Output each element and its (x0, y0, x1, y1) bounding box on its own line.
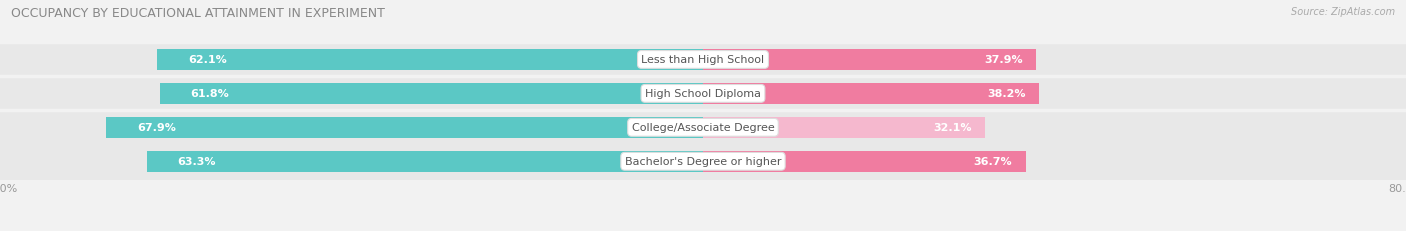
FancyBboxPatch shape (0, 0, 1406, 190)
Text: 62.1%: 62.1% (188, 55, 226, 65)
Legend: Owner-occupied, Renter-occupied: Owner-occupied, Renter-occupied (586, 228, 820, 231)
Text: 63.3%: 63.3% (177, 157, 217, 167)
FancyBboxPatch shape (0, 65, 1406, 231)
Text: Less than High School: Less than High School (641, 55, 765, 65)
Text: 32.1%: 32.1% (934, 123, 972, 133)
Bar (703, 50, 1036, 71)
Bar (160, 83, 703, 104)
Text: OCCUPANCY BY EDUCATIONAL ATTAINMENT IN EXPERIMENT: OCCUPANCY BY EDUCATIONAL ATTAINMENT IN E… (11, 7, 385, 20)
Bar (703, 117, 986, 138)
Text: 37.9%: 37.9% (984, 55, 1024, 65)
Bar (157, 50, 703, 71)
Bar (703, 151, 1025, 172)
Text: 61.8%: 61.8% (191, 89, 229, 99)
FancyBboxPatch shape (0, 0, 1406, 157)
Text: 38.2%: 38.2% (987, 89, 1025, 99)
Bar (107, 117, 703, 138)
Text: 67.9%: 67.9% (136, 123, 176, 133)
Bar (146, 151, 703, 172)
Text: College/Associate Degree: College/Associate Degree (631, 123, 775, 133)
Text: Source: ZipAtlas.com: Source: ZipAtlas.com (1291, 7, 1395, 17)
Text: 36.7%: 36.7% (974, 157, 1012, 167)
Text: High School Diploma: High School Diploma (645, 89, 761, 99)
Text: Bachelor's Degree or higher: Bachelor's Degree or higher (624, 157, 782, 167)
FancyBboxPatch shape (0, 31, 1406, 224)
Bar (703, 83, 1039, 104)
